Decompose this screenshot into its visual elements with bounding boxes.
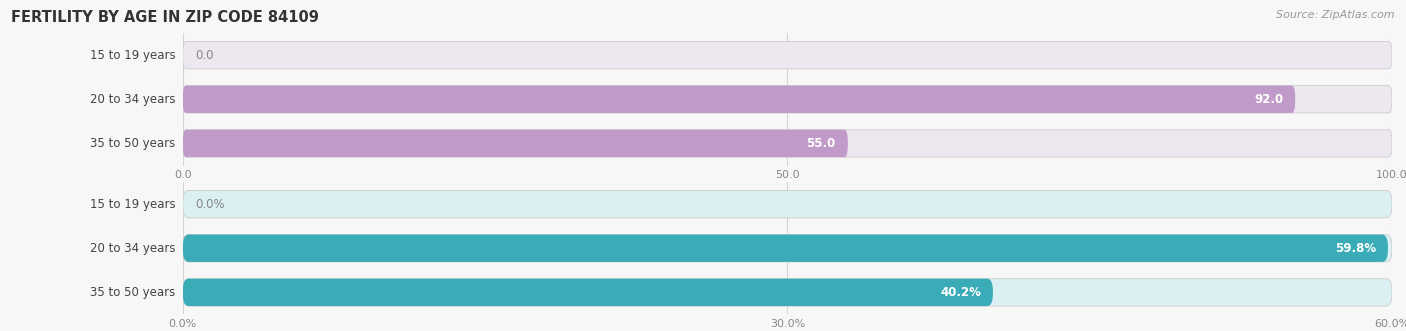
FancyBboxPatch shape bbox=[183, 235, 1392, 262]
Text: 15 to 19 years: 15 to 19 years bbox=[90, 49, 176, 62]
Text: 20 to 34 years: 20 to 34 years bbox=[90, 93, 176, 106]
Text: 35 to 50 years: 35 to 50 years bbox=[90, 137, 176, 150]
Text: FERTILITY BY AGE IN ZIP CODE 84109: FERTILITY BY AGE IN ZIP CODE 84109 bbox=[11, 10, 319, 25]
FancyBboxPatch shape bbox=[183, 86, 1392, 113]
Text: Source: ZipAtlas.com: Source: ZipAtlas.com bbox=[1277, 10, 1395, 20]
FancyBboxPatch shape bbox=[183, 130, 1392, 157]
FancyBboxPatch shape bbox=[183, 130, 848, 157]
FancyBboxPatch shape bbox=[183, 41, 1392, 69]
FancyBboxPatch shape bbox=[183, 86, 1295, 113]
FancyBboxPatch shape bbox=[183, 279, 993, 306]
Text: 40.2%: 40.2% bbox=[941, 286, 981, 299]
Text: 92.0: 92.0 bbox=[1254, 93, 1284, 106]
FancyBboxPatch shape bbox=[183, 190, 1392, 218]
Text: 59.8%: 59.8% bbox=[1334, 242, 1376, 255]
Text: 15 to 19 years: 15 to 19 years bbox=[90, 198, 176, 211]
FancyBboxPatch shape bbox=[183, 235, 1388, 262]
Text: 0.0%: 0.0% bbox=[195, 198, 225, 211]
Text: 55.0: 55.0 bbox=[807, 137, 835, 150]
Text: 0.0: 0.0 bbox=[195, 49, 214, 62]
Text: 35 to 50 years: 35 to 50 years bbox=[90, 286, 176, 299]
Text: 20 to 34 years: 20 to 34 years bbox=[90, 242, 176, 255]
FancyBboxPatch shape bbox=[183, 279, 1392, 306]
